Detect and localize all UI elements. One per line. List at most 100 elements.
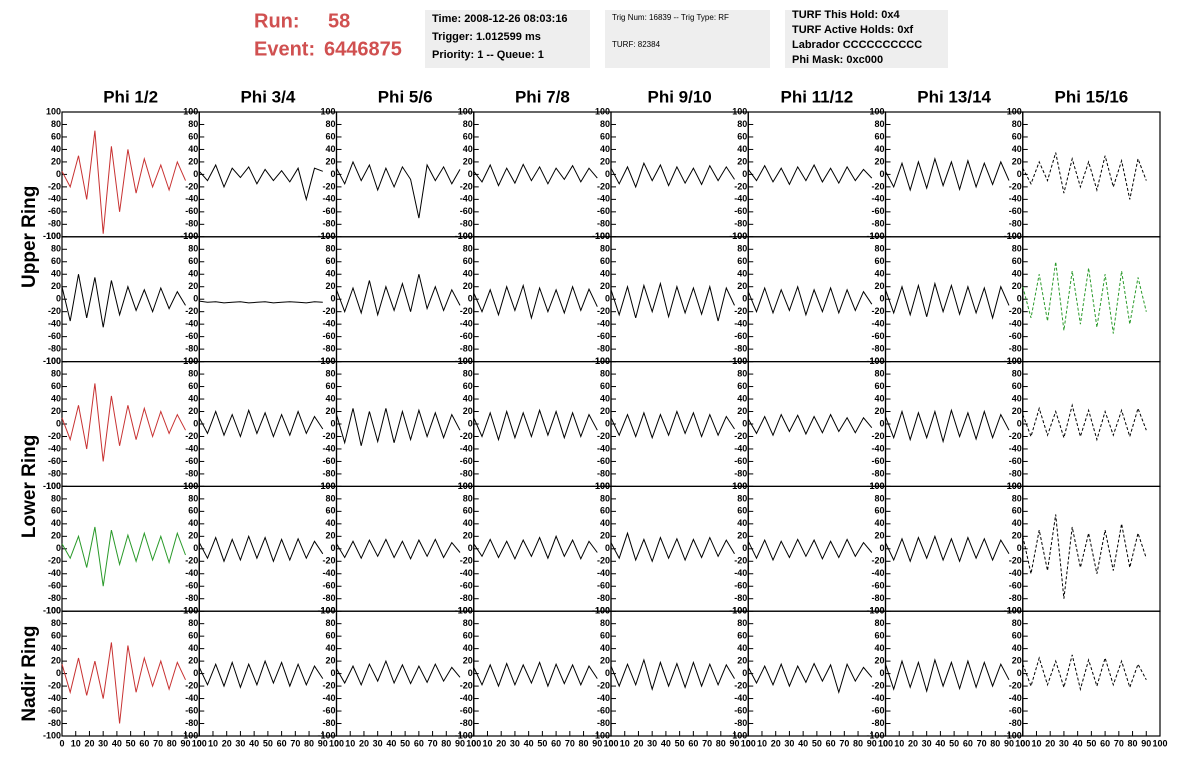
y-tick-label: 60 — [51, 381, 61, 391]
y-tick-label: 0 — [56, 543, 61, 553]
y-tick-label: -80 — [871, 219, 884, 229]
y-tick-label: 80 — [325, 618, 335, 628]
y-tick-label: 60 — [463, 381, 473, 391]
y-tick-label: -40 — [871, 443, 884, 453]
y-tick-label: 0 — [330, 543, 335, 553]
y-tick-label: -100 — [866, 356, 884, 366]
y-tick-label: 80 — [188, 119, 198, 129]
y-tick-label: 100 — [320, 481, 335, 491]
y-tick-label: 20 — [325, 531, 335, 541]
y-tick-label: 80 — [874, 368, 884, 378]
x-tick-label: 100 — [192, 738, 207, 748]
x-tick-label: 10 — [757, 738, 767, 748]
y-tick-label: -20 — [322, 181, 335, 191]
y-tick-label: 0 — [1017, 543, 1022, 553]
y-tick-label: 60 — [325, 131, 335, 141]
y-tick-label: -20 — [185, 181, 198, 191]
y-tick-label: 0 — [742, 169, 747, 179]
y-tick-label: 100 — [458, 356, 473, 366]
y-tick-label: 60 — [1012, 131, 1022, 141]
y-tick-label: 20 — [188, 156, 198, 166]
y-tick-label: -80 — [460, 219, 473, 229]
y-tick-label: 20 — [874, 406, 884, 416]
y-tick-label: 100 — [183, 481, 198, 491]
y-tick-label: 100 — [595, 606, 610, 616]
y-tick-label: -60 — [734, 331, 747, 341]
y-tick-label: 100 — [732, 106, 747, 116]
y-tick-label: -40 — [460, 194, 473, 204]
ring-label: Lower Ring — [19, 435, 40, 538]
y-tick-label: -100 — [317, 606, 335, 616]
column-title: Phi 11/12 — [780, 87, 853, 106]
y-tick-label: 0 — [605, 294, 610, 304]
info-line: TURF: 82384 — [612, 40, 661, 49]
y-tick-label: 20 — [1012, 281, 1022, 291]
y-tick-label: 60 — [188, 631, 198, 641]
y-tick-label: -40 — [734, 443, 747, 453]
x-tick-label: 90 — [867, 738, 877, 748]
y-tick-label: 100 — [595, 231, 610, 241]
y-tick-label: 100 — [458, 606, 473, 616]
x-tick-label: 70 — [977, 738, 987, 748]
y-tick-label: -80 — [734, 468, 747, 478]
waveform — [885, 157, 1010, 192]
y-tick-label: -20 — [1009, 556, 1022, 566]
waveform — [610, 531, 735, 563]
y-tick-label: 100 — [869, 106, 884, 116]
y-tick-label: 40 — [463, 643, 473, 653]
y-tick-label: 20 — [600, 531, 610, 541]
y-tick-label: 60 — [51, 256, 61, 266]
y-tick-label: 80 — [600, 493, 610, 503]
x-tick-label: 30 — [98, 738, 108, 748]
column-title: Phi 5/6 — [378, 87, 433, 106]
y-tick-label: -40 — [185, 568, 198, 578]
waveform — [610, 410, 735, 440]
y-tick-label: 100 — [458, 231, 473, 241]
waveform — [198, 408, 324, 439]
y-tick-label: -40 — [597, 443, 610, 453]
y-tick-label: -60 — [597, 456, 610, 466]
y-tick-label: 20 — [51, 655, 61, 665]
y-tick-label: 80 — [51, 368, 61, 378]
y-tick-label: 80 — [737, 119, 747, 129]
y-tick-label: -100 — [866, 481, 884, 491]
y-tick-label: -60 — [185, 206, 198, 216]
y-tick-label: -100 — [592, 481, 610, 491]
y-tick-label: 60 — [1012, 631, 1022, 641]
y-tick-label: -20 — [322, 431, 335, 441]
y-tick-label: 60 — [600, 631, 610, 641]
x-tick-label: 40 — [386, 738, 396, 748]
y-tick-label: -80 — [322, 219, 335, 229]
y-tick-label: 40 — [874, 144, 884, 154]
y-tick-label: 100 — [458, 106, 473, 116]
x-tick-label: 50 — [675, 738, 685, 748]
x-tick-label: 90 — [1141, 738, 1151, 748]
y-tick-label: 60 — [463, 131, 473, 141]
run-label: Run: — [254, 10, 300, 32]
y-tick-label: 100 — [46, 106, 61, 116]
y-tick-label: -40 — [322, 443, 335, 453]
y-tick-label: -20 — [597, 680, 610, 690]
waveform — [747, 413, 873, 437]
y-tick-label: -60 — [48, 705, 61, 715]
y-tick-label: 80 — [463, 493, 473, 503]
y-tick-label: 40 — [737, 643, 747, 653]
y-tick-label: 40 — [325, 393, 335, 403]
x-tick-label: 70 — [153, 738, 163, 748]
y-tick-label: 100 — [458, 481, 473, 491]
y-tick-label: -20 — [48, 431, 61, 441]
y-tick-label: 40 — [737, 393, 747, 403]
y-tick-label: -100 — [729, 606, 747, 616]
y-tick-label: 40 — [1012, 643, 1022, 653]
y-tick-label: 100 — [732, 481, 747, 491]
y-tick-label: 0 — [193, 543, 198, 553]
waveform — [61, 642, 186, 724]
y-tick-label: -20 — [460, 680, 473, 690]
y-tick-label: -80 — [1009, 718, 1022, 728]
x-tick-label: 60 — [688, 738, 698, 748]
y-tick-label: 60 — [600, 131, 610, 141]
waveform — [885, 534, 1010, 563]
y-tick-label: 80 — [188, 368, 198, 378]
y-tick-label: -40 — [185, 319, 198, 329]
y-tick-label: 40 — [1012, 269, 1022, 279]
